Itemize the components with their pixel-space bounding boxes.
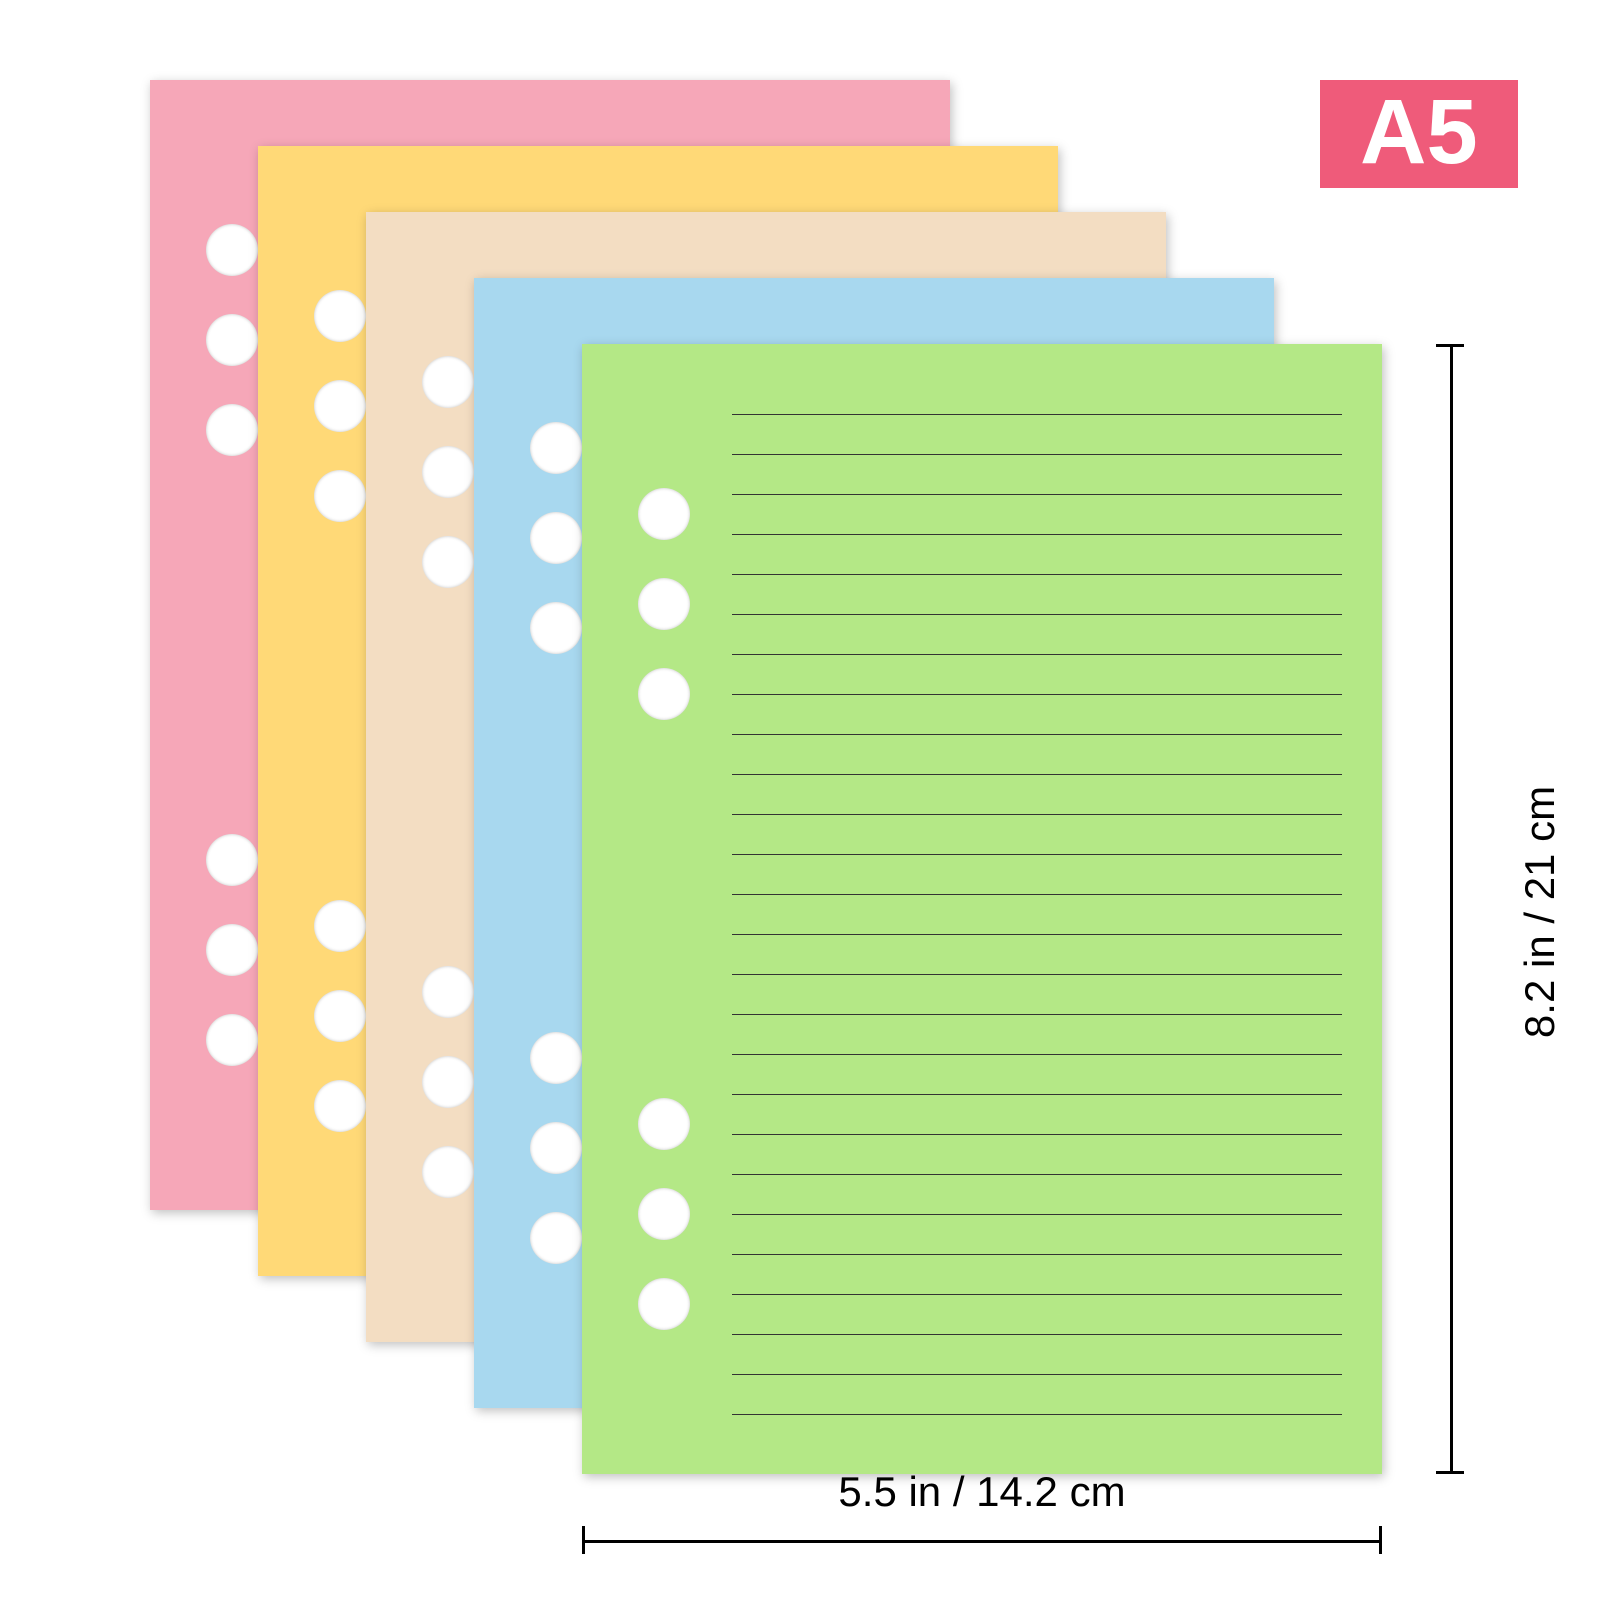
dimension-width-label: 5.5 in / 14.2 cm (582, 1468, 1382, 1516)
dimension-height-cap-top (1436, 344, 1464, 347)
dimension-width-cap-left (582, 1526, 585, 1554)
dimension-width-cap-right (1379, 1526, 1382, 1554)
size-badge-text: A5 (1360, 81, 1478, 183)
dimension-width-line (582, 1540, 1382, 1543)
sheet-green (582, 344, 1382, 1474)
dimension-height-line (1450, 344, 1453, 1474)
dimension-height-label: 8.2 in / 21 cm (1516, 752, 1564, 1072)
size-badge: A5 (1320, 80, 1518, 188)
dimension-height-cap-bottom (1436, 1471, 1464, 1474)
